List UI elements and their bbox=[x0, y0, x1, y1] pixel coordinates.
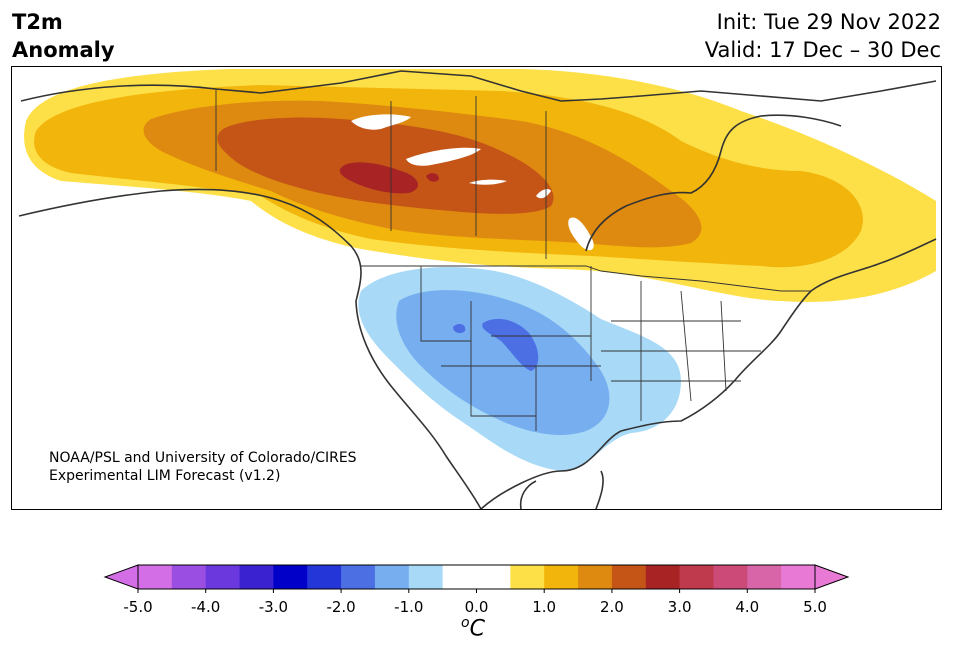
lake-great-slave bbox=[406, 147, 481, 166]
colorbar-tick-label: 1.0 bbox=[532, 598, 557, 616]
colorbar-bin bbox=[171, 565, 207, 589]
colorbar-bin bbox=[510, 565, 545, 589]
colorbar-tick-label: -1.0 bbox=[394, 598, 424, 616]
colorbar-bin bbox=[476, 565, 511, 589]
colorbar bbox=[103, 564, 850, 593]
credit-line-1: NOAA/PSL and University of Colorado/CIRE… bbox=[49, 450, 357, 466]
colorbar-tick-label: -3.0 bbox=[258, 598, 289, 616]
colorbar-bin bbox=[611, 565, 647, 589]
data-credit: NOAA/PSL and University of Colorado/CIRE… bbox=[49, 449, 357, 485]
colorbar-tick-label: -5.0 bbox=[123, 598, 153, 616]
colorbar-tick-label: 5.0 bbox=[803, 598, 827, 616]
title-line-1: T2m bbox=[12, 10, 63, 34]
colorbar-bin bbox=[273, 565, 308, 589]
colorbar-bin bbox=[239, 565, 274, 589]
coastlines bbox=[18, 70, 937, 509]
unit-letter: C bbox=[469, 616, 485, 642]
colorbar-bin bbox=[374, 565, 410, 589]
warm-contour-5a bbox=[339, 162, 419, 194]
lake-winnipeg bbox=[568, 217, 594, 251]
colorbar-tick-label: -2.0 bbox=[326, 598, 356, 616]
colorbar-tick-label: 4.0 bbox=[735, 598, 760, 616]
colorbar-extend-max bbox=[814, 564, 850, 590]
cool-contour-2 bbox=[396, 290, 610, 436]
colorbar-tick-label: 2.0 bbox=[599, 598, 624, 616]
colorbar-bin bbox=[307, 565, 342, 589]
init-date: Init: Tue 29 Nov 2022 bbox=[716, 10, 941, 34]
cool-contour-3a bbox=[482, 318, 539, 371]
lake-reindeer bbox=[536, 188, 551, 199]
colorbar-bin bbox=[138, 565, 173, 589]
map-canvas bbox=[18, 69, 937, 509]
forecast-dates: Init: Tue 29 Nov 2022 Valid: 17 Dec – 30… bbox=[705, 8, 941, 64]
colorbar-tick-label: -4.0 bbox=[191, 598, 221, 616]
colorbar-bin bbox=[747, 565, 782, 589]
colorbar-bin bbox=[205, 565, 241, 589]
colorbar-bin bbox=[578, 565, 613, 589]
degree-symbol: o bbox=[461, 615, 470, 631]
political-borders bbox=[215, 89, 811, 431]
lake-great-bear bbox=[351, 114, 411, 130]
colorbar-bin bbox=[442, 565, 477, 589]
title-line-2: Anomaly bbox=[12, 38, 115, 62]
colorbar-extend-min bbox=[103, 564, 139, 590]
valid-period: Valid: 17 Dec – 30 Dec bbox=[704, 38, 941, 62]
credit-line-2: Experimental LIM Forecast (v1.2) bbox=[49, 468, 281, 484]
cool-contour-3b bbox=[453, 324, 466, 334]
lake-athabasca bbox=[469, 179, 507, 185]
anomaly-map bbox=[11, 66, 942, 510]
colorbar-bin bbox=[645, 565, 681, 589]
warm-contour-5b bbox=[426, 173, 439, 182]
colorbar-bin bbox=[544, 565, 579, 589]
colorbar-bin bbox=[408, 565, 444, 589]
colorbar-tick-label: 0.0 bbox=[464, 598, 489, 616]
colorbar-bin bbox=[781, 565, 816, 589]
colorbar-tick-label: 3.0 bbox=[667, 598, 692, 616]
colorbar-unit-label: oC bbox=[461, 615, 485, 641]
warm-contour-4 bbox=[217, 117, 554, 214]
map-title: T2m Anomaly bbox=[12, 8, 115, 64]
colorbar-bin bbox=[341, 565, 376, 589]
colorbar-bin bbox=[679, 565, 714, 589]
colorbar-bin bbox=[713, 565, 748, 589]
